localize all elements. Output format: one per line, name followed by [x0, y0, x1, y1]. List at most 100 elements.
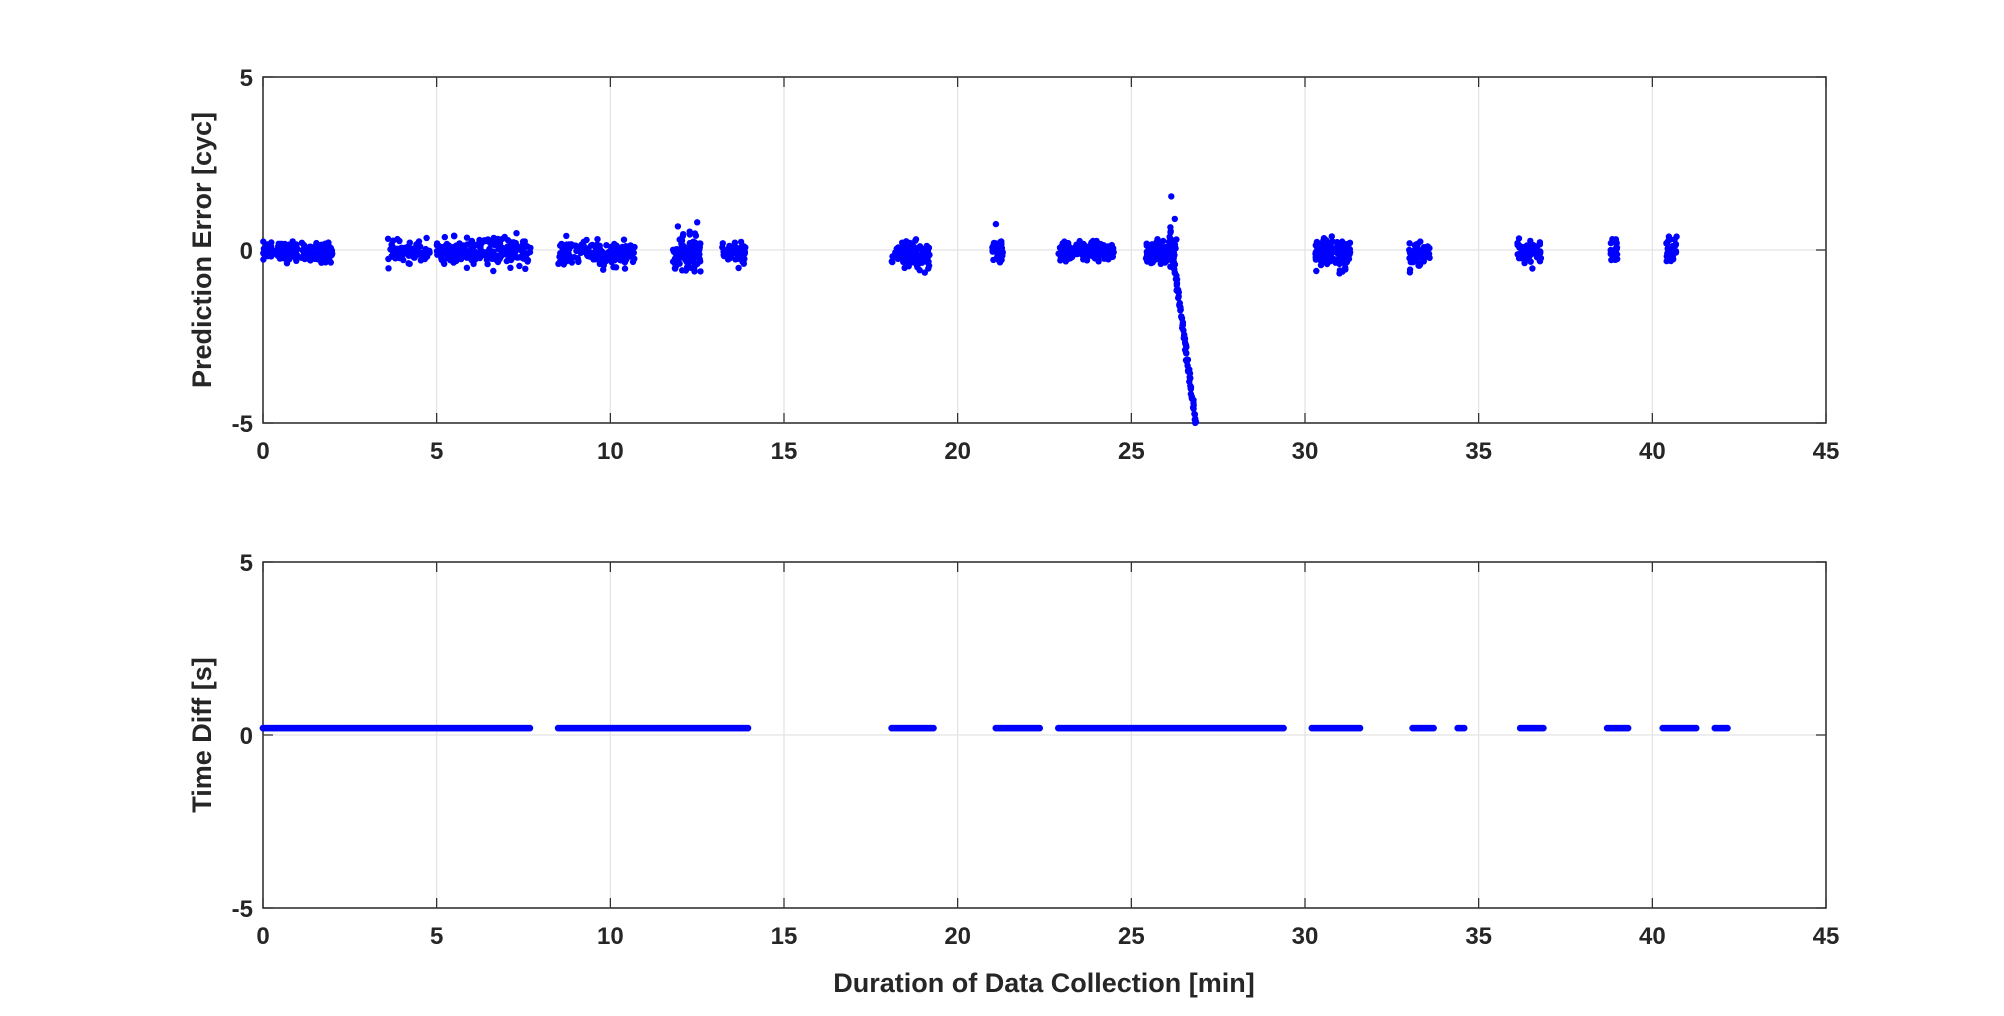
top-data-point: [916, 243, 924, 250]
top-y-tick-label: -5: [232, 411, 253, 438]
top-data-point: [433, 240, 441, 247]
top-data-point: [450, 254, 458, 261]
top-data-point: [1328, 233, 1336, 240]
top-data-point: [908, 248, 915, 255]
top-data-point: [508, 251, 515, 258]
top-data-point: [740, 260, 747, 267]
top-data-point: [1420, 258, 1428, 265]
top-x-tick-label: 20: [944, 438, 971, 465]
top-data-point: [1144, 258, 1151, 265]
top-data-point: [620, 248, 628, 255]
top-data-point: [503, 257, 510, 265]
top-data-point: [602, 258, 609, 265]
top-x-tick-label: 30: [1292, 438, 1319, 465]
top-data-point: [490, 234, 497, 242]
top-drift-point: [1170, 249, 1178, 257]
top-data-point: [1333, 239, 1341, 247]
top-data-point: [921, 269, 928, 276]
top-data-point: [318, 245, 325, 252]
top-data-point: [1609, 247, 1617, 254]
top-x-tick-label: 5: [430, 438, 443, 465]
bottom-tick-labels: 0 5 10 15 20 25 30 35 40 45-505: [232, 550, 1840, 950]
bottom-data-point: [744, 724, 752, 732]
top-data-point: [734, 250, 742, 257]
top-data-point: [463, 264, 471, 271]
top-data-point: [620, 236, 628, 243]
top-data-point: [388, 253, 395, 260]
top-data-point: [481, 249, 488, 256]
bottom-data-point: [1539, 724, 1547, 732]
bottom-y-tick-label: 0: [240, 723, 253, 750]
top-data-point: [1320, 241, 1328, 248]
top-data-point: [676, 236, 683, 243]
top-data-point: [508, 239, 515, 246]
top-data-point: [693, 253, 700, 261]
top-data-point: [514, 254, 522, 261]
top-data-point: [692, 232, 700, 239]
top-data-point: [913, 261, 920, 268]
bottom-panel: 0 5 10 15 20 25 30 35 40 45-505 Time Diff [s] Dur…: [187, 550, 1839, 998]
top-data-point: [1336, 267, 1344, 274]
top-data-point: [486, 249, 493, 256]
top-data-point: [453, 242, 460, 249]
top-data-point: [463, 234, 471, 241]
top-data-point: [686, 259, 693, 266]
top-data-point: [697, 268, 704, 275]
top-tick-labels: 0 5 10 15 20 25 30 35 40 45-505: [232, 65, 1840, 465]
top-data-point: [912, 237, 919, 244]
top-data-point: [1153, 241, 1161, 249]
bottom-data-point: [1036, 724, 1043, 732]
top-data-point: [384, 235, 392, 242]
top-data-point: [470, 260, 477, 268]
top-data-point: [924, 244, 931, 251]
top-data-point: [450, 232, 458, 239]
top-data-point: [992, 240, 1000, 247]
top-data-point: [596, 243, 603, 251]
bottom-x-tick-label: 25: [1118, 923, 1145, 950]
top-data-point: [1322, 253, 1329, 261]
top-scatter-points: [260, 193, 1680, 427]
top-data-point: [896, 247, 903, 254]
top-data-point: [1089, 237, 1097, 245]
top-data-point: [1670, 256, 1677, 263]
top-data-point: [1663, 240, 1670, 247]
top-data-point: [1160, 237, 1167, 245]
top-data-point: [457, 246, 464, 253]
top-data-point: [686, 239, 693, 247]
top-x-tick-label: 35: [1465, 438, 1492, 465]
top-data-point: [889, 258, 896, 266]
top-data-point: [325, 239, 332, 246]
top-x-tick-label: 45: [1813, 438, 1840, 465]
top-outlier-point: [1171, 215, 1179, 223]
top-data-point: [621, 265, 629, 272]
top-data-point: [1673, 233, 1680, 240]
top-data-point: [613, 250, 621, 257]
bottom-x-tick-label: 40: [1639, 923, 1666, 950]
x-axis-label: Duration of Data Collection [min]: [833, 968, 1255, 998]
top-data-point: [1148, 252, 1155, 259]
top-data-point: [919, 251, 926, 259]
bottom-data-point: [1280, 724, 1287, 732]
top-data-point: [441, 260, 448, 267]
top-data-point: [1532, 251, 1540, 258]
top-drift-point: [1177, 306, 1184, 313]
top-data-point: [1515, 255, 1523, 262]
top-data-point: [470, 246, 477, 254]
bottom-data-point: [526, 724, 534, 732]
top-data-point: [1331, 245, 1338, 252]
top-data-point: [575, 258, 582, 265]
top-data-point: [925, 262, 933, 269]
top-data-point: [722, 248, 729, 255]
top-data-point: [1667, 247, 1675, 254]
top-data-point: [288, 246, 296, 253]
top-data-point: [519, 248, 527, 255]
top-data-point: [902, 243, 910, 251]
top-x-tick-label: 10: [597, 438, 624, 465]
top-data-point: [996, 250, 1003, 257]
top-y-axis-label: Prediction Error [cyc]: [187, 112, 217, 388]
top-data-point: [558, 256, 566, 263]
top-data-point: [298, 239, 306, 246]
top-data-point: [1342, 266, 1349, 273]
bottom-data-point: [1692, 724, 1700, 732]
top-data-point: [578, 248, 586, 256]
